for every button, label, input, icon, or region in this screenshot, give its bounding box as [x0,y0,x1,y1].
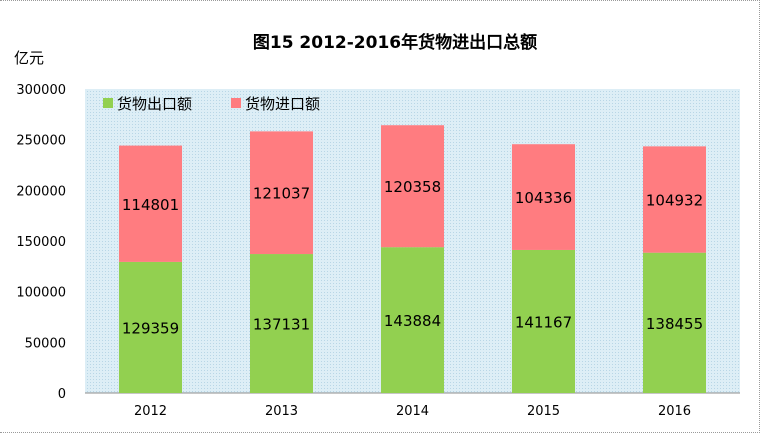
y-tick-label: 200000 [16,184,66,199]
data-label: 138455 [646,315,703,333]
legend-swatch [103,98,113,108]
data-label: 143884 [384,312,441,330]
y-tick-label: 50000 [25,336,66,351]
x-tick-label: 2013 [265,404,298,419]
data-label: 120358 [384,178,441,196]
bar-import-2015 [512,144,575,250]
y-axis-label: 亿元 [14,49,44,67]
data-label: 114801 [122,196,179,214]
bar-import-2014 [381,125,444,248]
y-tick-label: 150000 [16,235,66,250]
data-label: 121037 [253,185,310,203]
legend-label: 货物出口额 [117,95,192,113]
y-axis: 0 50000 100000 150000 200000 250000 300000 [16,83,66,402]
legend-label: 货物进口额 [245,95,320,113]
y-tick-label: 300000 [16,83,66,98]
x-tick-label: 2012 [134,404,167,419]
bar-export-2012 [119,261,182,393]
chart-title: 图15 2012-2016年货物进出口总额 [253,32,537,53]
x-tick-label: 2015 [527,404,560,419]
bar-import-2013 [250,131,313,255]
data-label: 104336 [515,189,572,207]
legend-swatch [231,98,241,108]
x-tick-label: 2014 [396,404,429,419]
bar-series-group: 129359 114801 137131 121037 143884 120358 1411… [119,125,706,393]
y-tick-label: 250000 [16,134,66,149]
y-tick-label: 100000 [16,286,66,301]
y-tick-label: 0 [58,387,66,402]
legend: 货物出口额 货物进口额 [103,95,320,113]
bar-export-2013 [250,254,313,393]
bar-import-2016 [643,146,706,253]
x-tick-label: 2016 [658,404,691,419]
bar-export-2014 [381,247,444,393]
bar-export-2016 [643,252,706,393]
data-label: 141167 [515,313,572,331]
x-axis: 2012 2013 2014 2015 2016 [85,392,740,419]
bar-import-2012 [119,145,182,262]
bar-export-2015 [512,249,575,393]
data-label: 129359 [122,319,179,337]
data-label: 104932 [646,192,703,210]
data-label: 137131 [253,316,310,334]
